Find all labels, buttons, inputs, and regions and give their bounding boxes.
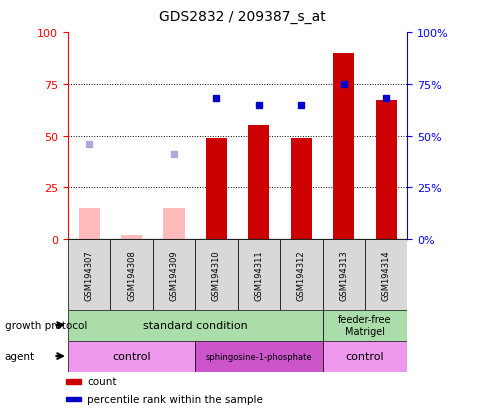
Text: GSM194308: GSM194308 [127, 249, 136, 300]
Text: count: count [87, 376, 116, 386]
Bar [152, 240, 195, 310]
Bar [237, 240, 280, 310]
Bar [66, 379, 81, 384]
Text: feeder-free
Matrigel: feeder-free Matrigel [337, 314, 391, 336]
Text: control: control [112, 351, 151, 361]
Bar [364, 240, 407, 310]
Bar [248, 126, 269, 240]
Text: value, Detection Call = ABSENT: value, Detection Call = ABSENT [87, 412, 252, 413]
Bar [78, 209, 100, 240]
Bar [121, 235, 142, 240]
Bar [68, 341, 195, 372]
Bar [68, 310, 322, 341]
Bar [375, 101, 396, 240]
Text: GSM194311: GSM194311 [254, 249, 263, 300]
Bar [195, 341, 322, 372]
Text: sphingosine-1-phosphate: sphingosine-1-phosphate [205, 352, 312, 361]
Text: GSM194312: GSM194312 [296, 249, 305, 300]
Bar [205, 138, 227, 240]
Text: growth protocol: growth protocol [5, 320, 87, 330]
Text: agent: agent [5, 351, 35, 361]
Bar [290, 138, 311, 240]
Bar [322, 240, 364, 310]
Text: percentile rank within the sample: percentile rank within the sample [87, 394, 262, 404]
Bar [322, 310, 407, 341]
Bar [195, 240, 237, 310]
Bar [163, 209, 184, 240]
Text: GSM194313: GSM194313 [338, 249, 348, 300]
Text: GSM194309: GSM194309 [169, 249, 178, 300]
Bar [110, 240, 152, 310]
Text: GDS2832 / 209387_s_at: GDS2832 / 209387_s_at [159, 10, 325, 24]
Bar [333, 54, 354, 240]
Bar [66, 396, 81, 401]
Text: GSM194307: GSM194307 [84, 249, 93, 300]
Text: GSM194314: GSM194314 [381, 249, 390, 300]
Bar [68, 240, 110, 310]
Bar [280, 240, 322, 310]
Text: control: control [345, 351, 383, 361]
Text: GSM194310: GSM194310 [212, 249, 221, 300]
Text: standard condition: standard condition [143, 320, 247, 330]
Bar [322, 341, 407, 372]
